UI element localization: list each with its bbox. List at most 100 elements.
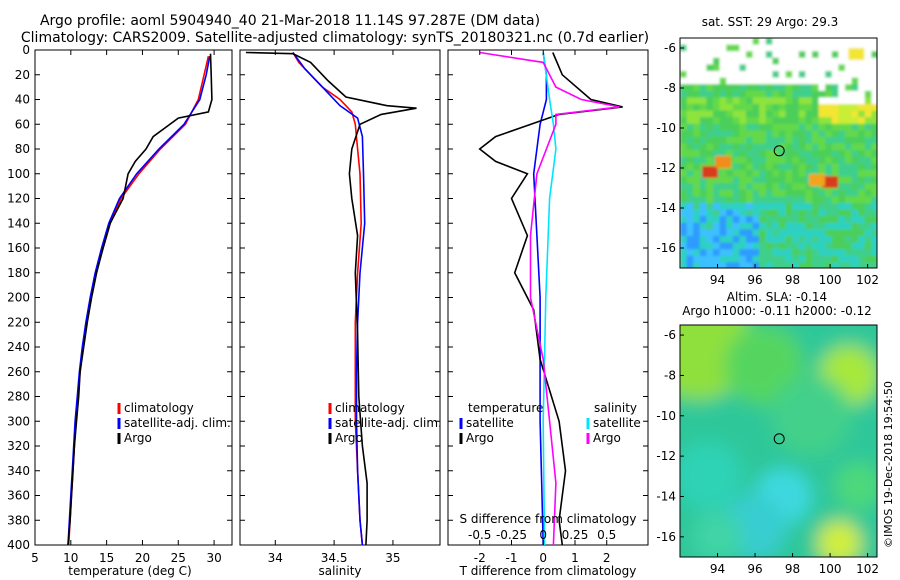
- sst-cell: [792, 176, 800, 184]
- sst-cell: [851, 203, 859, 210]
- sst-cell: [759, 123, 767, 131]
- sst-cell: [726, 196, 734, 204]
- sst-cell: [759, 209, 767, 217]
- sst-cell: [871, 255, 877, 263]
- sst-cell: [851, 216, 859, 224]
- sst-cell: [864, 77, 872, 85]
- sst-cell: [693, 156, 701, 164]
- sst-cell: [713, 222, 720, 230]
- sst-cell: [831, 262, 839, 268]
- sst-cell: [845, 209, 852, 217]
- sst-cell: [851, 110, 859, 118]
- sst-cell: [699, 84, 707, 92]
- sst-cell: [706, 150, 714, 158]
- sst-cell: [719, 97, 727, 105]
- sst-cell: [858, 97, 866, 105]
- sst-cell: [812, 236, 819, 243]
- sst-cell: [680, 137, 687, 144]
- sst-cell: [798, 150, 806, 158]
- sst-cell: [871, 203, 877, 210]
- sst-cell: [805, 90, 813, 98]
- sst-cell: [825, 123, 833, 131]
- sst-cell: [732, 249, 740, 257]
- map-y-tick-label: -8: [664, 81, 676, 95]
- sst-cell: [864, 117, 872, 125]
- sst-cell: [864, 123, 872, 131]
- sst-cell: [785, 170, 793, 177]
- sst-cell: [864, 156, 872, 164]
- sst-cell: [772, 110, 780, 118]
- sst-cell: [831, 71, 839, 78]
- sst-cell: [798, 51, 806, 59]
- sst-cell: [759, 236, 767, 243]
- sst-cell: [785, 150, 793, 158]
- sst-cell: [838, 110, 846, 118]
- sst-warm-patch: [702, 166, 719, 178]
- sst-cell: [739, 110, 747, 118]
- sst-cell: [858, 117, 866, 125]
- sst-cell: [746, 110, 753, 118]
- sst-cell: [706, 156, 714, 164]
- sst-cell: [845, 236, 852, 243]
- sst-cell: [732, 104, 740, 111]
- sst-cell: [739, 64, 747, 72]
- sst-cell: [752, 203, 760, 210]
- sst-cell: [746, 51, 753, 59]
- sst-cell: [765, 104, 773, 111]
- sst-cell: [699, 216, 707, 224]
- sst-cell: [765, 255, 773, 263]
- sst-cell: [772, 229, 780, 237]
- sst-cell: [798, 97, 806, 105]
- sst-cell: [831, 130, 839, 138]
- sst-cell: [759, 130, 767, 138]
- sst-cell: [831, 150, 839, 158]
- sst-cell: [746, 123, 753, 131]
- sst-cell: [706, 249, 714, 257]
- sst-cell: [851, 90, 859, 98]
- sst-cell: [805, 71, 813, 78]
- sst-cell: [752, 183, 760, 191]
- sst-cell: [858, 64, 866, 72]
- sst-cell: [759, 262, 767, 268]
- sla-map-subtitle: Argo h1000: -0.11 h2000: -0.12: [682, 304, 872, 318]
- sst-cell: [825, 44, 833, 52]
- sst-cell: [779, 189, 786, 197]
- sst-cell: [759, 196, 767, 204]
- sst-cell: [713, 44, 720, 52]
- sst-cell: [693, 64, 701, 72]
- sst-cell: [818, 104, 826, 111]
- sst-cell: [752, 249, 760, 257]
- sst-cell: [686, 123, 694, 131]
- sst-cell: [732, 57, 740, 65]
- sst-cell: [871, 229, 877, 237]
- sst-cell: [732, 90, 740, 98]
- sst-cell: [739, 143, 747, 151]
- sst-cell: [779, 209, 786, 217]
- sst-cell: [785, 84, 793, 92]
- sst-cell: [752, 143, 760, 151]
- map-x-tick-label: 100: [819, 273, 842, 287]
- sst-cell: [765, 209, 773, 217]
- sst-cell: [871, 262, 877, 268]
- sst-cell: [825, 242, 833, 250]
- sst-cell: [713, 196, 720, 204]
- sst-cell: [825, 229, 833, 237]
- sst-cell: [732, 51, 740, 59]
- sst-cell: [680, 203, 687, 210]
- sst-cell: [812, 163, 819, 171]
- sst-cell: [726, 249, 734, 257]
- sst-cell: [739, 117, 747, 125]
- sst-cell: [693, 249, 701, 257]
- sst-cell: [792, 203, 800, 210]
- sst-cell: [693, 104, 701, 111]
- y-tick-label: 0: [22, 43, 30, 57]
- sst-cell: [818, 249, 826, 257]
- sst-cell: [798, 77, 806, 85]
- sst-cell: [752, 57, 760, 65]
- sla-blob: [680, 441, 744, 512]
- sst-cell: [739, 77, 747, 85]
- sst-cell: [812, 150, 819, 158]
- sst-cell: [739, 216, 747, 224]
